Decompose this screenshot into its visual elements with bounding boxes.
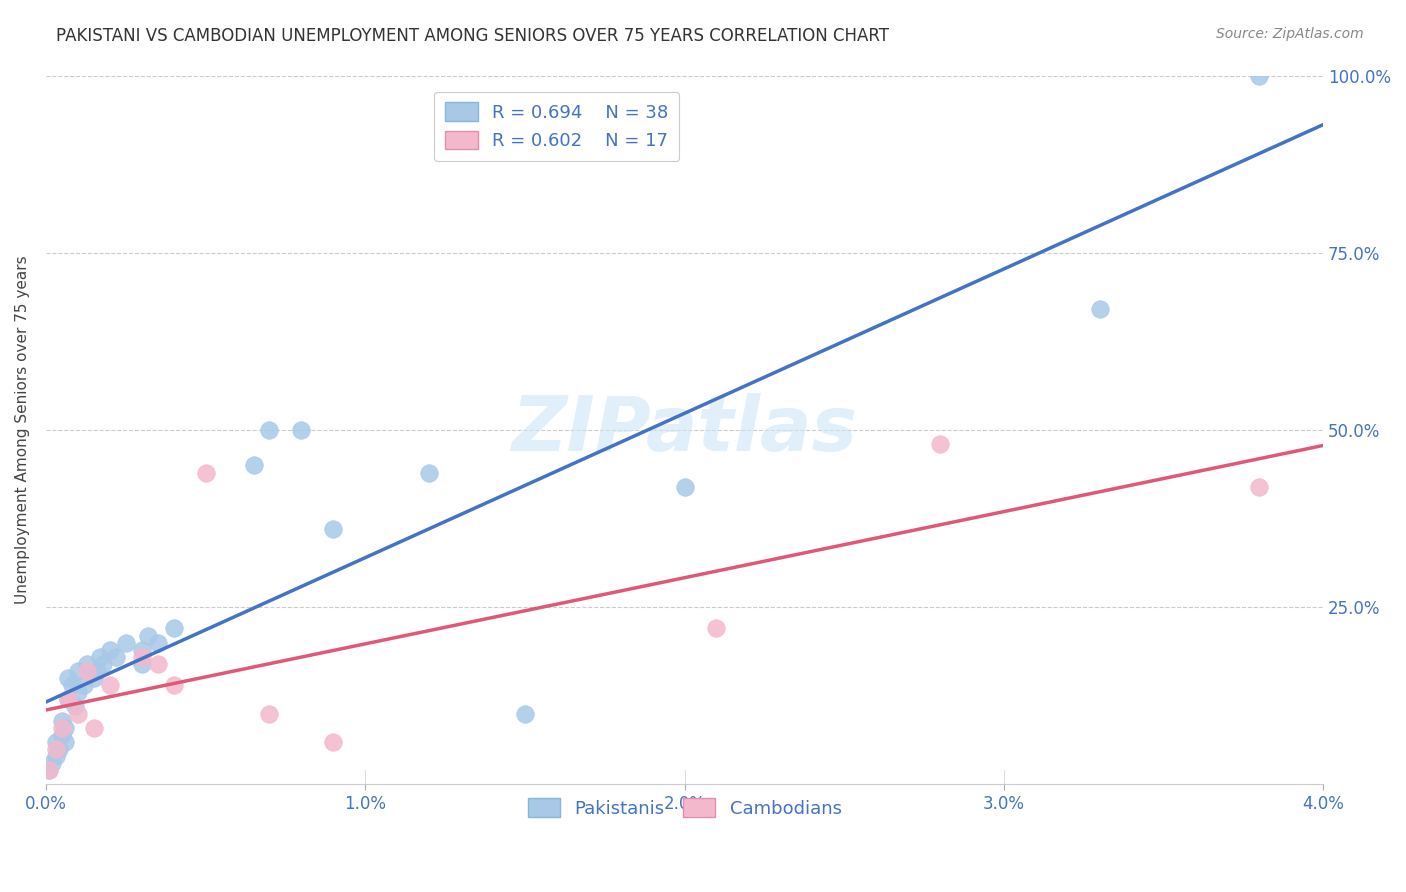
Point xyxy=(73,678,96,692)
Point xyxy=(76,657,98,671)
Point xyxy=(114,635,136,649)
Point xyxy=(45,735,67,749)
Point xyxy=(66,664,89,678)
Point xyxy=(163,678,186,692)
Point xyxy=(76,664,98,678)
Point xyxy=(53,735,76,749)
Point xyxy=(513,706,536,721)
Point xyxy=(58,692,80,706)
Point xyxy=(86,664,108,678)
Point xyxy=(60,678,83,692)
Point xyxy=(98,678,121,692)
Point xyxy=(45,742,67,756)
Point xyxy=(259,706,281,721)
Point xyxy=(83,721,105,735)
Text: Source: ZipAtlas.com: Source: ZipAtlas.com xyxy=(1216,27,1364,41)
Point xyxy=(146,635,169,649)
Point xyxy=(194,466,217,480)
Point xyxy=(58,692,80,706)
Point xyxy=(98,642,121,657)
Point xyxy=(53,721,76,735)
Point xyxy=(51,728,73,742)
Text: ZIPatlas: ZIPatlas xyxy=(512,393,858,467)
Point xyxy=(48,742,70,756)
Point xyxy=(45,749,67,764)
Point xyxy=(131,642,153,657)
Point xyxy=(38,764,60,778)
Point xyxy=(51,721,73,735)
Point xyxy=(83,671,105,685)
Point xyxy=(136,629,159,643)
Point xyxy=(259,423,281,437)
Point xyxy=(673,480,696,494)
Point xyxy=(66,685,89,699)
Y-axis label: Unemployment Among Seniors over 75 years: Unemployment Among Seniors over 75 years xyxy=(15,256,30,604)
Point xyxy=(1249,69,1271,83)
Point xyxy=(51,714,73,728)
Point xyxy=(242,458,264,473)
Point xyxy=(706,622,728,636)
Point xyxy=(1249,480,1271,494)
Point xyxy=(322,522,344,536)
Legend: Pakistanis, Cambodians: Pakistanis, Cambodians xyxy=(520,791,849,825)
Point xyxy=(1088,302,1111,317)
Point xyxy=(146,657,169,671)
Point xyxy=(89,649,111,664)
Point xyxy=(163,622,186,636)
Point xyxy=(929,437,952,451)
Point xyxy=(58,671,80,685)
Point xyxy=(105,649,128,664)
Point xyxy=(41,756,63,771)
Point xyxy=(93,657,115,671)
Point xyxy=(418,466,440,480)
Text: PAKISTANI VS CAMBODIAN UNEMPLOYMENT AMONG SENIORS OVER 75 YEARS CORRELATION CHAR: PAKISTANI VS CAMBODIAN UNEMPLOYMENT AMON… xyxy=(56,27,889,45)
Point xyxy=(322,735,344,749)
Point xyxy=(38,764,60,778)
Point xyxy=(63,699,86,714)
Point xyxy=(131,649,153,664)
Point xyxy=(131,657,153,671)
Point xyxy=(66,706,89,721)
Point xyxy=(290,423,312,437)
